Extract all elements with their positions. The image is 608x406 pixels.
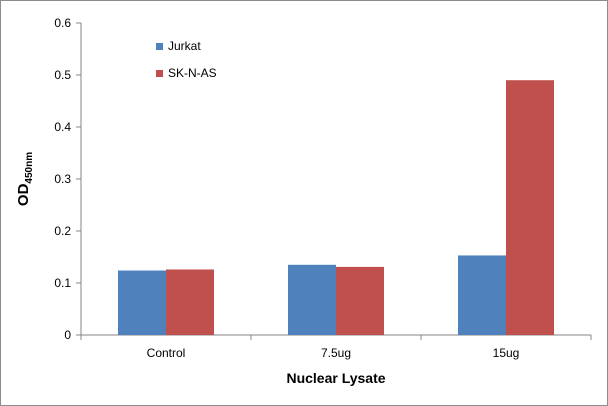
y-axis-title-main: OD (15, 183, 32, 206)
y-tick-label: 0.2 (54, 224, 71, 238)
y-tick-label: 0.5 (54, 68, 71, 82)
legend-label-jurkat: Jurkat (168, 39, 201, 53)
legend-swatch-jurkat (156, 43, 163, 50)
x-tick-label: 15ug (493, 346, 520, 360)
legend-swatch-sk-n-as (156, 70, 163, 77)
legend-label-sk-n-as: SK-N-AS (168, 66, 217, 80)
bar-sk-n-as-7-5ug (336, 266, 384, 335)
y-tick-label: 0.4 (54, 120, 71, 134)
y-axis-title: OD450nm (15, 152, 35, 206)
x-tick-label: 7.5ug (321, 346, 351, 360)
bar-jurkat-7-5ug (288, 264, 336, 335)
legend: Jurkat SK-N-AS (156, 39, 217, 80)
y-tick-label: 0.3 (54, 172, 71, 186)
bar-jurkat-15ug (458, 255, 506, 335)
bar-jurkat-control (118, 270, 166, 335)
y-tick-label: 0.6 (54, 16, 71, 30)
bar-sk-n-as-15ug (506, 80, 554, 335)
bar-sk-n-as-control (166, 269, 214, 335)
y-axis-ticks: 0 0.1 0.2 0.3 0.4 0.5 0.6 (54, 16, 81, 342)
x-axis-title: Nuclear Lysate (286, 370, 385, 386)
x-axis-ticks: Control 7.5ug 15ug (80, 335, 592, 360)
y-axis-title-subscript: 450nm (24, 152, 35, 184)
y-tick-label: 0.1 (54, 276, 71, 290)
x-tick-label: Control (147, 346, 186, 360)
bars (118, 80, 554, 335)
y-tick-label: 0 (64, 328, 71, 342)
